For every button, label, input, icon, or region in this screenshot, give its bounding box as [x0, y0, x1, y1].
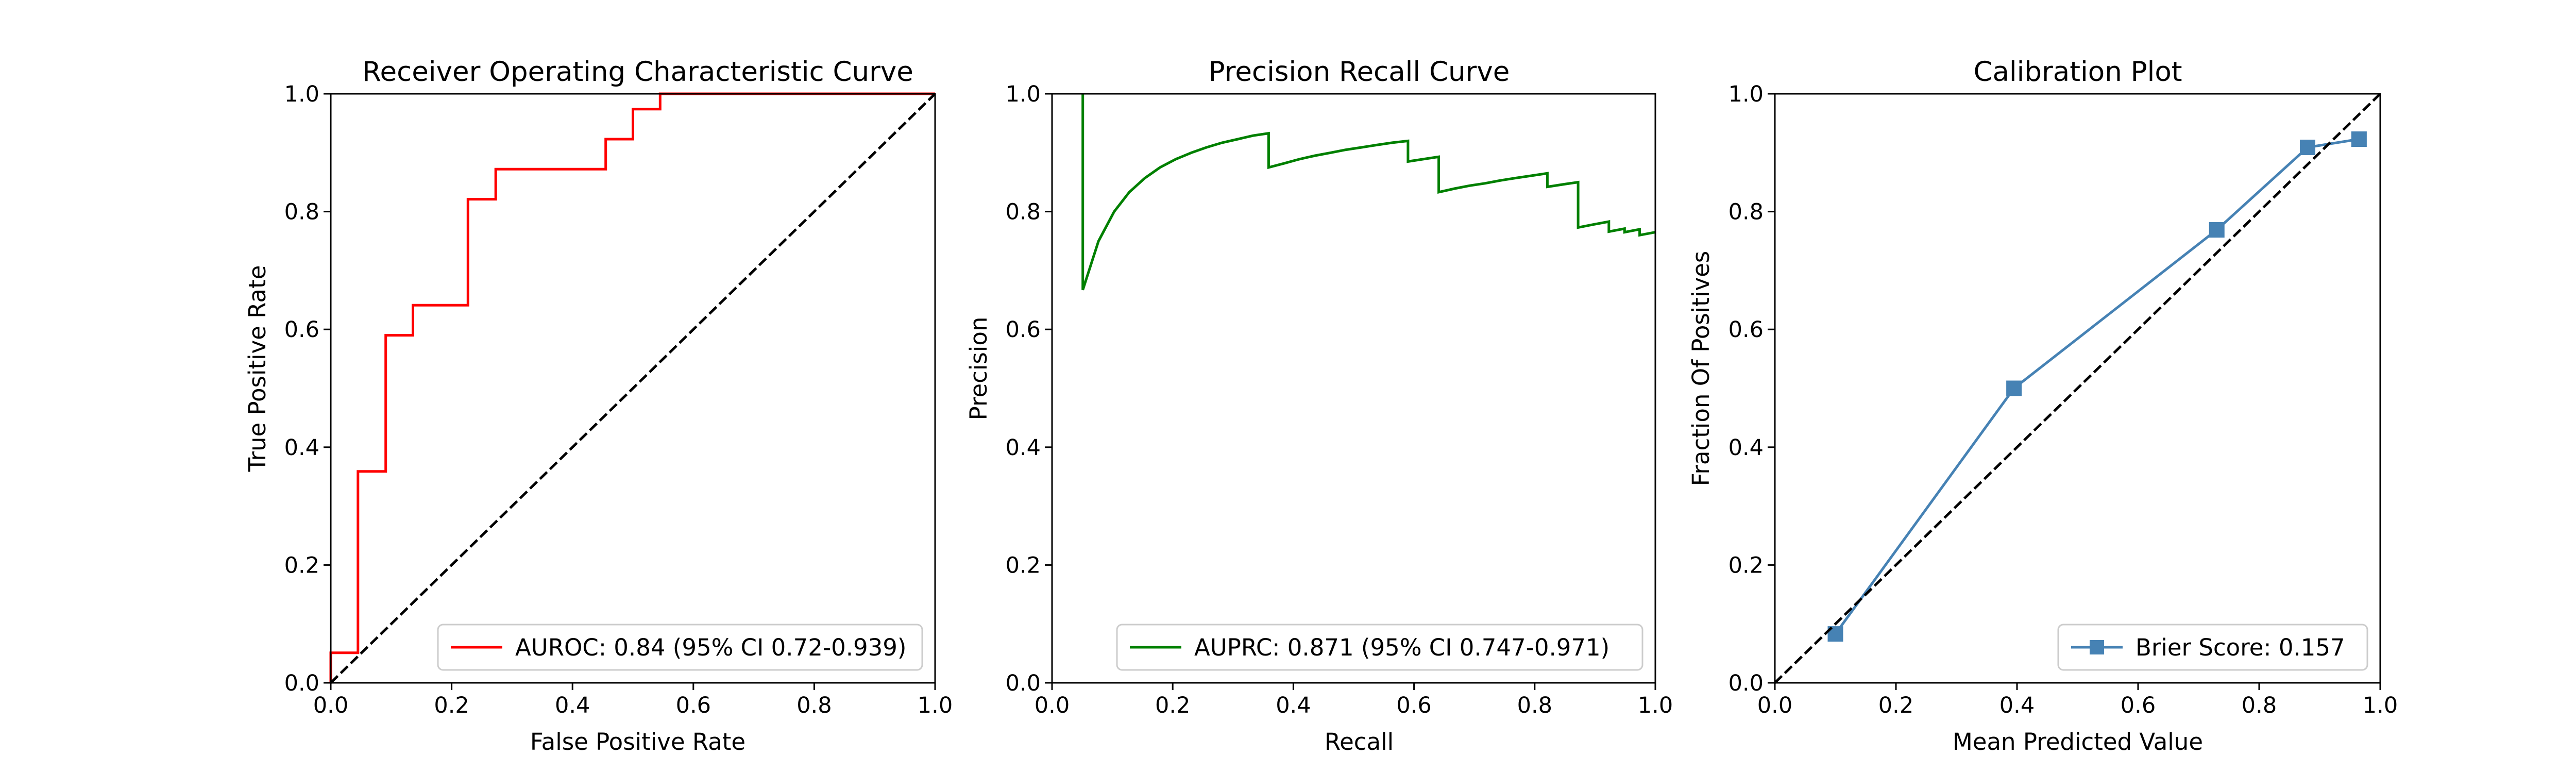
axes-frame [1774, 93, 2381, 684]
plot-area: 0.0 0.2 0.4 0.6 0.8 1.0 0.0 0.2 0.4 0.6 0.8 1.0 AUPR… [1006, 81, 1673, 718]
y-tick-label: 0.0 [1006, 670, 1041, 696]
y-tick-label: 0.8 [1728, 199, 1764, 225]
x-tick-label: 0.2 [434, 693, 469, 718]
x-tick-label: 0.4 [1999, 693, 2035, 718]
plot-area: 0.0 0.2 0.4 0.6 0.8 1.0 0.0 0.2 0.4 0.6 0.8 1.0 AURO… [284, 81, 953, 718]
x-tick-label: 0.2 [1155, 693, 1190, 718]
y-tick-label: 1.0 [1006, 81, 1041, 107]
x-tick-label: 0.0 [1757, 693, 1792, 718]
data-point [2351, 131, 2367, 147]
y-axis-label: Precision [965, 317, 992, 421]
y-tick-label: 0.6 [284, 317, 319, 343]
x-tick-label: 1.0 [2363, 693, 2398, 718]
x-axis-label: False Positive Rate [530, 728, 745, 755]
reference-diagonal [1774, 93, 2381, 684]
legend-box [1116, 624, 1643, 671]
chart-title: Receiver Operating Characteristic Curve [362, 56, 913, 88]
legend-marker [2090, 640, 2104, 654]
y-tick-label: 0.4 [284, 435, 319, 461]
x-tick-label: 0.6 [676, 693, 711, 718]
panel-pr: Precision Recall Curve Recall Precision … [965, 56, 1673, 755]
y-tick-label: 1.0 [1728, 81, 1764, 107]
legend-label: Brier Score: 0.157 [2136, 634, 2345, 661]
y-tick-label: 0.8 [1006, 199, 1041, 225]
x-tick-label: 0.6 [1396, 693, 1431, 718]
legend-label: AUROC: 0.84 (95% CI 0.72-0.939) [515, 634, 907, 661]
y-tick-label: 0.8 [284, 199, 319, 225]
legend-box [437, 624, 923, 671]
y-tick-label: 0.6 [1006, 317, 1041, 343]
x-tick-label: 0.4 [555, 693, 590, 718]
legend-box [2057, 624, 2368, 671]
y-tick-label: 0.4 [1006, 435, 1041, 461]
y-tick-label: 0.6 [1728, 317, 1764, 343]
data-point [2209, 222, 2225, 238]
series-line [1834, 138, 2360, 635]
data-point [2006, 380, 2022, 396]
x-tick-label: 0.2 [1878, 693, 1913, 718]
y-tick-label: 0.2 [1728, 552, 1764, 578]
y-tick-label: 0.2 [1006, 552, 1041, 578]
legend: Brier Score: 0.157 [2057, 624, 2368, 671]
panel-roc: Receiver Operating Characteristic Curve … [244, 56, 953, 755]
y-axis-label: Fraction Of Positives [1687, 251, 1715, 486]
y-tick-label: 0.0 [1728, 670, 1764, 696]
panel-calibration: Calibration Plot Mean Predicted Value Fr… [1687, 56, 2398, 755]
x-tick-label: 1.0 [918, 693, 953, 718]
chart-title: Calibration Plot [1973, 56, 2182, 88]
legend-label: AUPRC: 0.871 (95% CI 0.747-0.971) [1194, 634, 1609, 661]
data-point [2300, 140, 2315, 156]
x-tick-label: 0.6 [2121, 693, 2156, 718]
x-tick-label: 0.8 [2242, 693, 2277, 718]
legend: AUPRC: 0.871 (95% CI 0.747-0.971) [1116, 624, 1643, 671]
x-axis-label: Recall [1325, 728, 1394, 755]
x-tick-label: 0.4 [1276, 693, 1311, 718]
x-tick-label: 0.0 [1035, 693, 1070, 718]
series-line [1081, 94, 1656, 291]
x-tick-label: 0.8 [1517, 693, 1552, 718]
x-axis-label: Mean Predicted Value [1953, 728, 2203, 755]
x-tick-label: 0.0 [313, 693, 348, 718]
chart-title: Precision Recall Curve [1209, 56, 1510, 88]
y-tick-label: 0.2 [284, 552, 319, 578]
legend: AUROC: 0.84 (95% CI 0.72-0.939) [437, 624, 923, 671]
reference-diagonal [330, 93, 936, 684]
y-tick-label: 0.0 [284, 670, 319, 696]
axes-frame [330, 93, 936, 684]
x-tick-label: 1.0 [1638, 693, 1673, 718]
x-tick-label: 0.8 [796, 693, 832, 718]
axes-frame [1051, 93, 1656, 684]
y-axis-label: True Positive Rate [244, 265, 271, 473]
plot-area: 0.0 0.2 0.4 0.6 0.8 1.0 0.0 0.2 0.4 0.6 0.8 1.0 Brie… [1728, 81, 2398, 718]
y-tick-label: 0.4 [1728, 435, 1764, 461]
y-tick-label: 1.0 [284, 81, 319, 107]
series-line [329, 92, 935, 683]
